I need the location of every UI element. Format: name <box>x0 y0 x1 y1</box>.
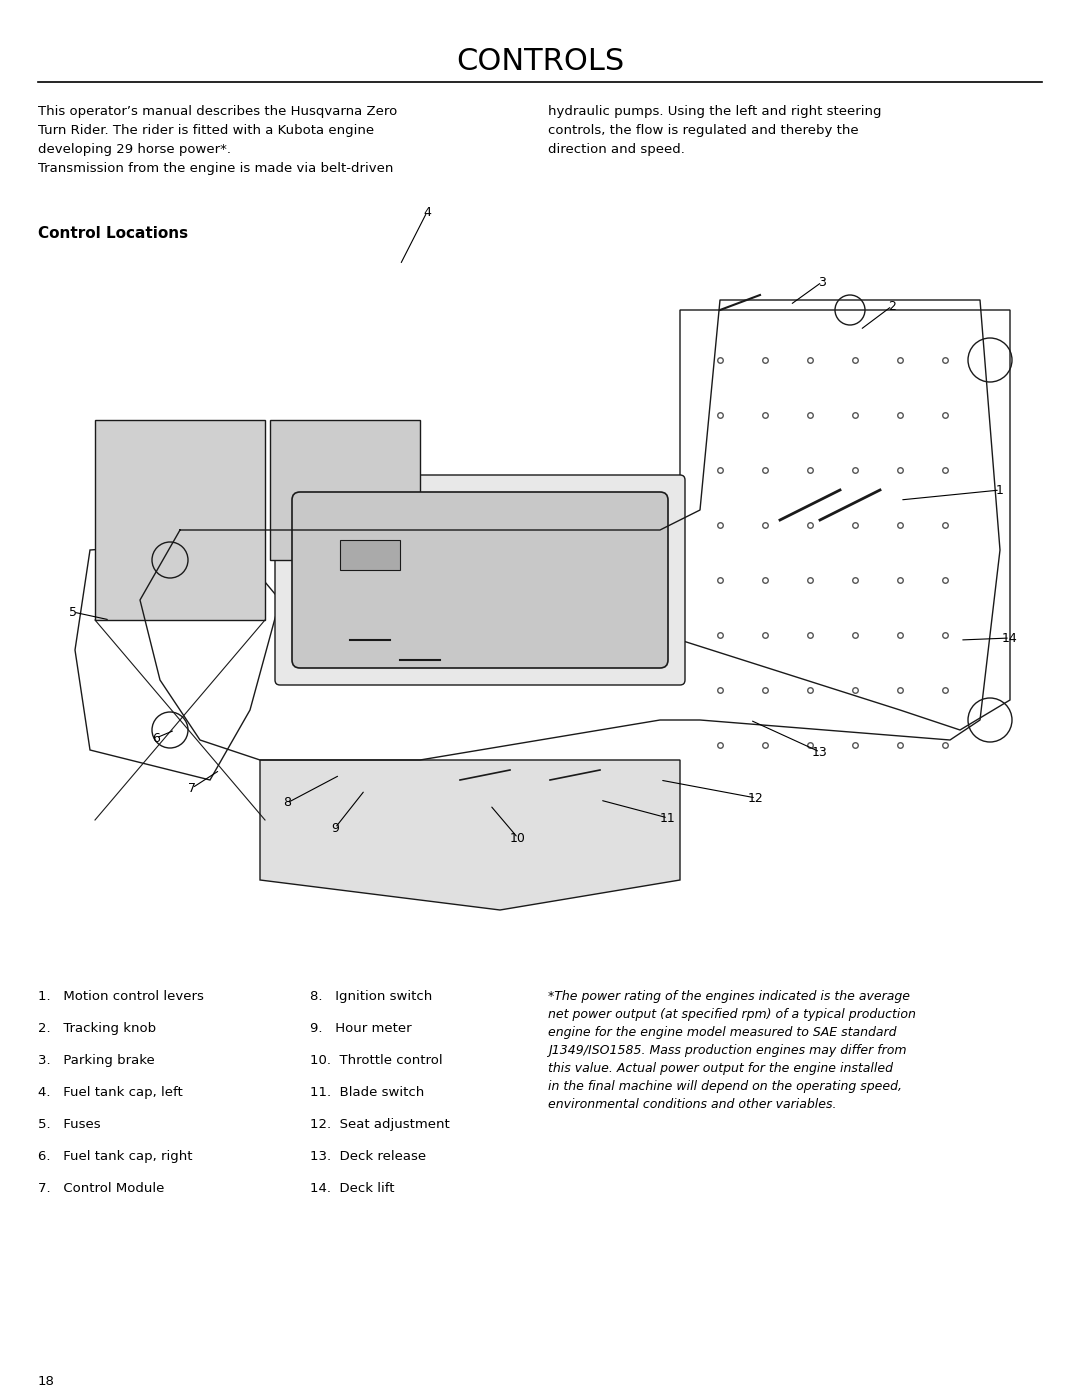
Text: 14: 14 <box>1002 631 1017 644</box>
Text: 8: 8 <box>283 796 291 809</box>
Text: 12: 12 <box>748 792 764 805</box>
Polygon shape <box>260 760 680 909</box>
Text: 11.  Blade switch: 11. Blade switch <box>310 1085 424 1099</box>
Text: 10: 10 <box>510 831 526 845</box>
Text: 6.   Fuel tank cap, right: 6. Fuel tank cap, right <box>38 1150 192 1162</box>
Bar <box>340 541 400 570</box>
Text: 5: 5 <box>69 605 77 619</box>
Text: 1.   Motion control levers: 1. Motion control levers <box>38 990 204 1003</box>
Text: 7: 7 <box>188 781 195 795</box>
Text: This operator’s manual describes the Husqvarna Zero
Turn Rider. The rider is fit: This operator’s manual describes the Hus… <box>38 105 397 175</box>
Text: 9.   Hour meter: 9. Hour meter <box>310 1023 411 1035</box>
Text: 1: 1 <box>996 483 1004 496</box>
Text: 14.  Deck lift: 14. Deck lift <box>310 1182 394 1194</box>
FancyBboxPatch shape <box>292 492 669 668</box>
Text: Control Locations: Control Locations <box>38 226 188 242</box>
Text: 12.  Seat adjustment: 12. Seat adjustment <box>310 1118 449 1132</box>
Text: 7.   Control Module: 7. Control Module <box>38 1182 164 1194</box>
Text: 13: 13 <box>812 746 828 759</box>
Text: 9: 9 <box>332 821 339 834</box>
Text: 6: 6 <box>152 732 160 745</box>
Text: 11: 11 <box>660 812 676 824</box>
FancyBboxPatch shape <box>275 475 685 685</box>
Text: 18: 18 <box>38 1375 55 1389</box>
Text: 2: 2 <box>888 299 896 313</box>
Text: 10.  Throttle control: 10. Throttle control <box>310 1053 443 1067</box>
Text: CONTROLS: CONTROLS <box>456 47 624 77</box>
Text: 8.   Ignition switch: 8. Ignition switch <box>310 990 432 1003</box>
Text: 13.  Deck release: 13. Deck release <box>310 1150 427 1162</box>
Text: hydraulic pumps. Using the left and right steering
controls, the flow is regulat: hydraulic pumps. Using the left and righ… <box>548 105 881 156</box>
Text: *The power rating of the engines indicated is the average
net power output (at s: *The power rating of the engines indicat… <box>548 990 916 1111</box>
Bar <box>95 420 265 620</box>
Text: 2.   Tracking knob: 2. Tracking knob <box>38 1023 157 1035</box>
Bar <box>270 420 420 560</box>
Text: 4.   Fuel tank cap, left: 4. Fuel tank cap, left <box>38 1085 183 1099</box>
Text: 3: 3 <box>818 275 826 289</box>
Text: 5.   Fuses: 5. Fuses <box>38 1118 100 1132</box>
Text: 4: 4 <box>423 205 431 218</box>
Text: 3.   Parking brake: 3. Parking brake <box>38 1053 154 1067</box>
